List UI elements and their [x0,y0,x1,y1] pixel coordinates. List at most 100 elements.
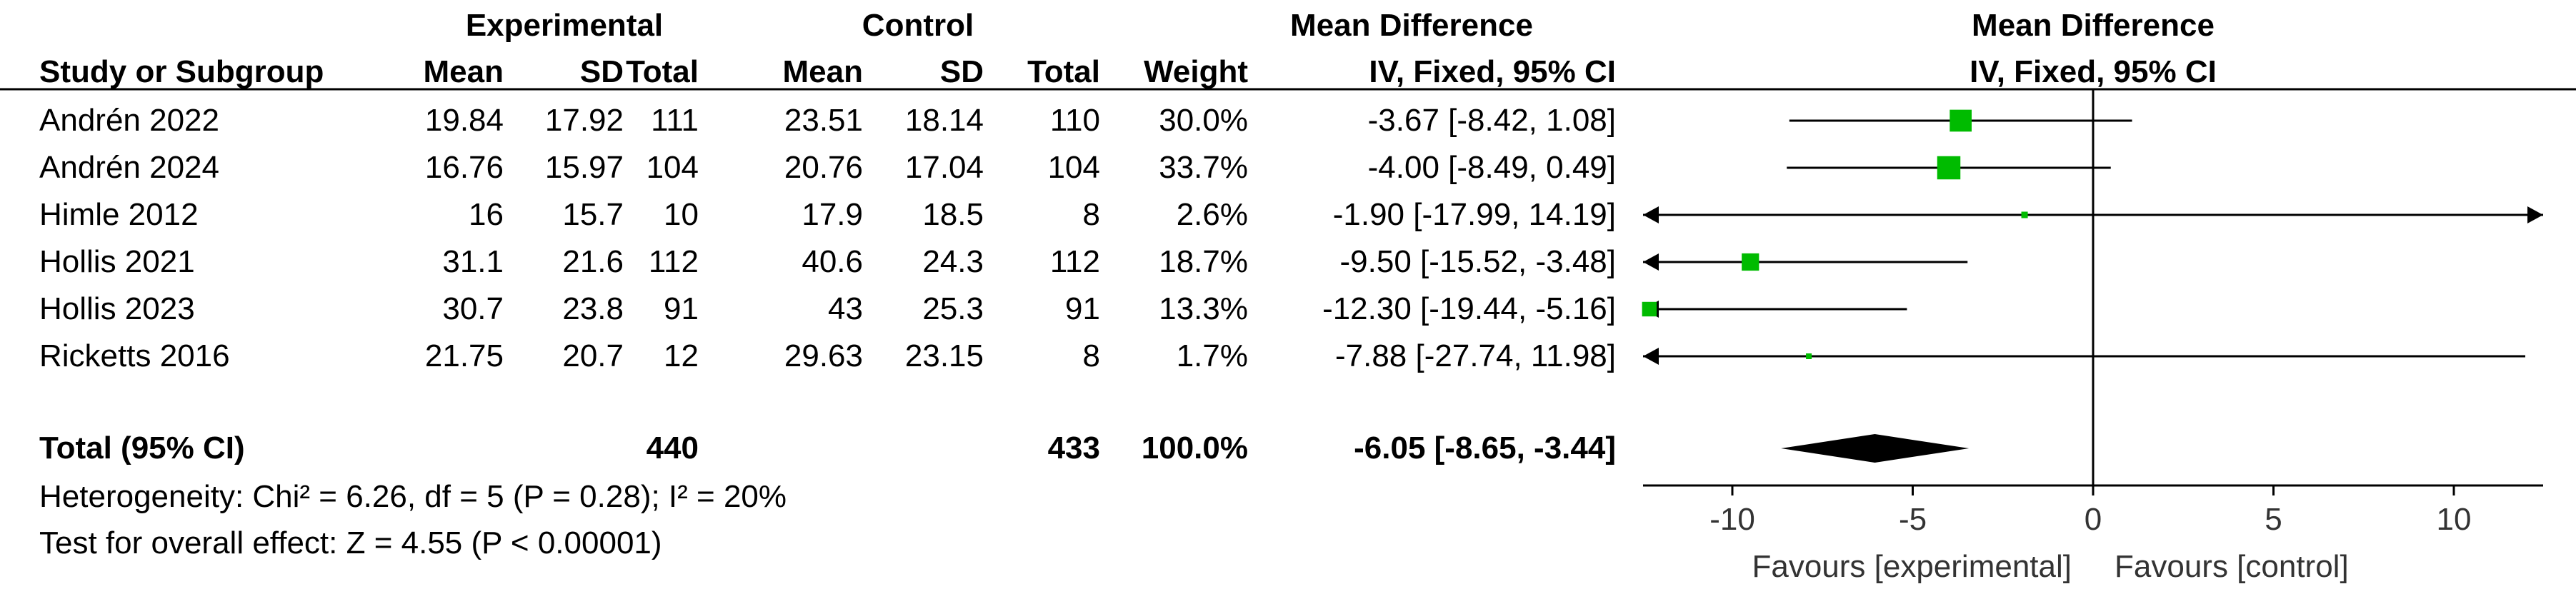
ctrl-sd: 24.3 [922,244,984,279]
ctrl-total: 110 [1050,103,1100,138]
exp-sd: 15.97 [545,150,624,185]
point-estimate-square [1742,253,1759,271]
column-header-ctrl-total: Total [1027,54,1100,89]
column-header-exp-mean: Mean [424,54,504,89]
exp-sd: 21.6 [562,244,624,279]
header-mean-difference-plot: Mean Difference [1972,8,2215,43]
total-ctrl-total: 433 [1048,431,1100,465]
ctrl-total: 8 [1083,197,1100,232]
column-header-weight: Weight [1144,54,1248,89]
study-rows: Andrén 2022 19.84 17.92 111 23.51 18.14 110 30.… [39,103,1616,373]
ctrl-sd: 23.15 [905,338,984,373]
table-row: Hollis 2023 30.7 23.8 91 43 25.3 91 13.3% -12.30… [39,291,1616,326]
exp-mean: 16 [469,197,504,232]
ctrl-total: 8 [1083,338,1100,373]
study-mark [1643,348,2525,365]
study-mark [1642,301,1907,318]
exp-total: 112 [649,244,699,279]
table-row: Hollis 2021 31.1 21.6 112 40.6 24.3 112 18.7% -9… [39,244,1616,279]
table-row: Himle 2012 16 15.7 10 17.9 18.5 8 2.6% -1.90 [-1… [39,197,1616,232]
weight: 30.0% [1159,103,1248,138]
x-tick-label: 0 [2085,502,2102,537]
weight: 2.6% [1177,197,1248,232]
weight: 1.7% [1177,338,1248,373]
point-estimate-square [2021,211,2028,218]
ci-arrow-left [1643,206,1659,223]
ctrl-total: 104 [1048,150,1100,185]
weight: 18.7% [1159,244,1248,279]
ci: -3.67 [-8.42, 1.08] [1368,103,1616,138]
exp-mean: 16.76 [425,150,504,185]
column-header-exp-total: Total [626,54,699,89]
ci-arrow-left [1643,253,1659,271]
point-estimate-square [1642,301,1657,317]
study-mark [1643,253,1968,271]
column-header-ctrl-mean: Mean [783,54,863,89]
favours-control-label: Favours [control] [2115,549,2349,584]
ci: -1.90 [-17.99, 14.19] [1333,197,1616,232]
x-tick-label: -5 [1899,502,1927,537]
weight: 33.7% [1159,150,1248,185]
total-exp-total: 440 [647,431,699,465]
exp-sd: 17.92 [545,103,624,138]
header-experimental: Experimental [466,8,663,43]
table-row: Andrén 2024 16.76 15.97 104 20.76 17.04 104 33.… [39,150,1616,185]
header-control: Control [862,8,974,43]
exp-total: 91 [664,291,699,326]
ci-arrow-left [1643,348,1659,365]
exp-mean: 21.75 [425,338,504,373]
table-row: Ricketts 2016 21.75 20.7 12 29.63 23.15 8 1.7% -… [39,338,1616,373]
ci: -9.50 [-15.52, -3.48] [1340,244,1616,279]
column-header-ctrl-sd: SD [940,54,984,89]
total-label: Total (95% CI) [39,431,245,465]
heterogeneity-text: Heterogeneity: Chi² = 6.26, df = 5 (P = … [39,479,787,514]
exp-total: 10 [664,197,699,232]
pooled-diamond [1781,434,1970,463]
ctrl-total: 112 [1050,244,1100,279]
ctrl-total: 91 [1065,291,1100,326]
ctrl-sd: 17.04 [905,150,984,185]
header-mean-difference-table: Mean Difference [1290,8,1533,43]
column-header-study: Study or Subgroup [39,54,324,89]
column-header-plot-ci: IV, Fixed, 95% CI [1970,54,2217,89]
study-marks [1642,109,2543,365]
study-mark [1789,109,2132,132]
point-estimate-square [1806,353,1812,359]
study-name: Hollis 2021 [39,244,195,279]
study-name: Ricketts 2016 [39,338,230,373]
ctrl-mean: 40.6 [802,244,863,279]
ci-arrow-right [2527,206,2543,223]
plot-area: -10 -5 0 5 10 Favours [experimental] Favours… [1642,89,2543,584]
ctrl-sd: 18.14 [905,103,984,138]
x-tick-label: 10 [2437,502,2472,537]
ctrl-mean: 43 [828,291,863,326]
study-name: Andrén 2024 [39,150,219,185]
column-header-ci: IV, Fixed, 95% CI [1369,54,1616,89]
exp-mean: 31.1 [442,244,504,279]
study-name: Himle 2012 [39,197,199,232]
overall-effect-text: Test for overall effect: Z = 4.55 (P < 0… [39,525,662,560]
study-mark [1643,206,2543,223]
ctrl-sd: 18.5 [922,197,984,232]
point-estimate-square [1950,109,1972,132]
total-ci: -6.05 [-8.65, -3.44] [1354,431,1616,465]
study-mark [1787,156,2111,180]
column-header-exp-sd: SD [580,54,624,89]
study-name: Hollis 2023 [39,291,195,326]
ctrl-mean: 17.9 [802,197,863,232]
exp-mean: 19.84 [425,103,504,138]
ci: -4.00 [-8.49, 0.49] [1368,150,1616,185]
ci: -7.88 [-27.74, 11.98] [1335,338,1616,373]
study-name: Andrén 2022 [39,103,219,138]
ctrl-mean: 23.51 [784,103,863,138]
exp-sd: 20.7 [562,338,624,373]
exp-sd: 23.8 [562,291,624,326]
ctrl-mean: 29.63 [784,338,863,373]
x-axis-ticks: -10 -5 0 5 10 [1709,485,2471,537]
point-estimate-square [1937,156,1961,180]
exp-total: 104 [647,150,699,185]
exp-total: 12 [664,338,699,373]
table-row: Andrén 2022 19.84 17.92 111 23.51 18.14 110 30.… [39,103,1616,138]
exp-total: 111 [651,103,699,138]
